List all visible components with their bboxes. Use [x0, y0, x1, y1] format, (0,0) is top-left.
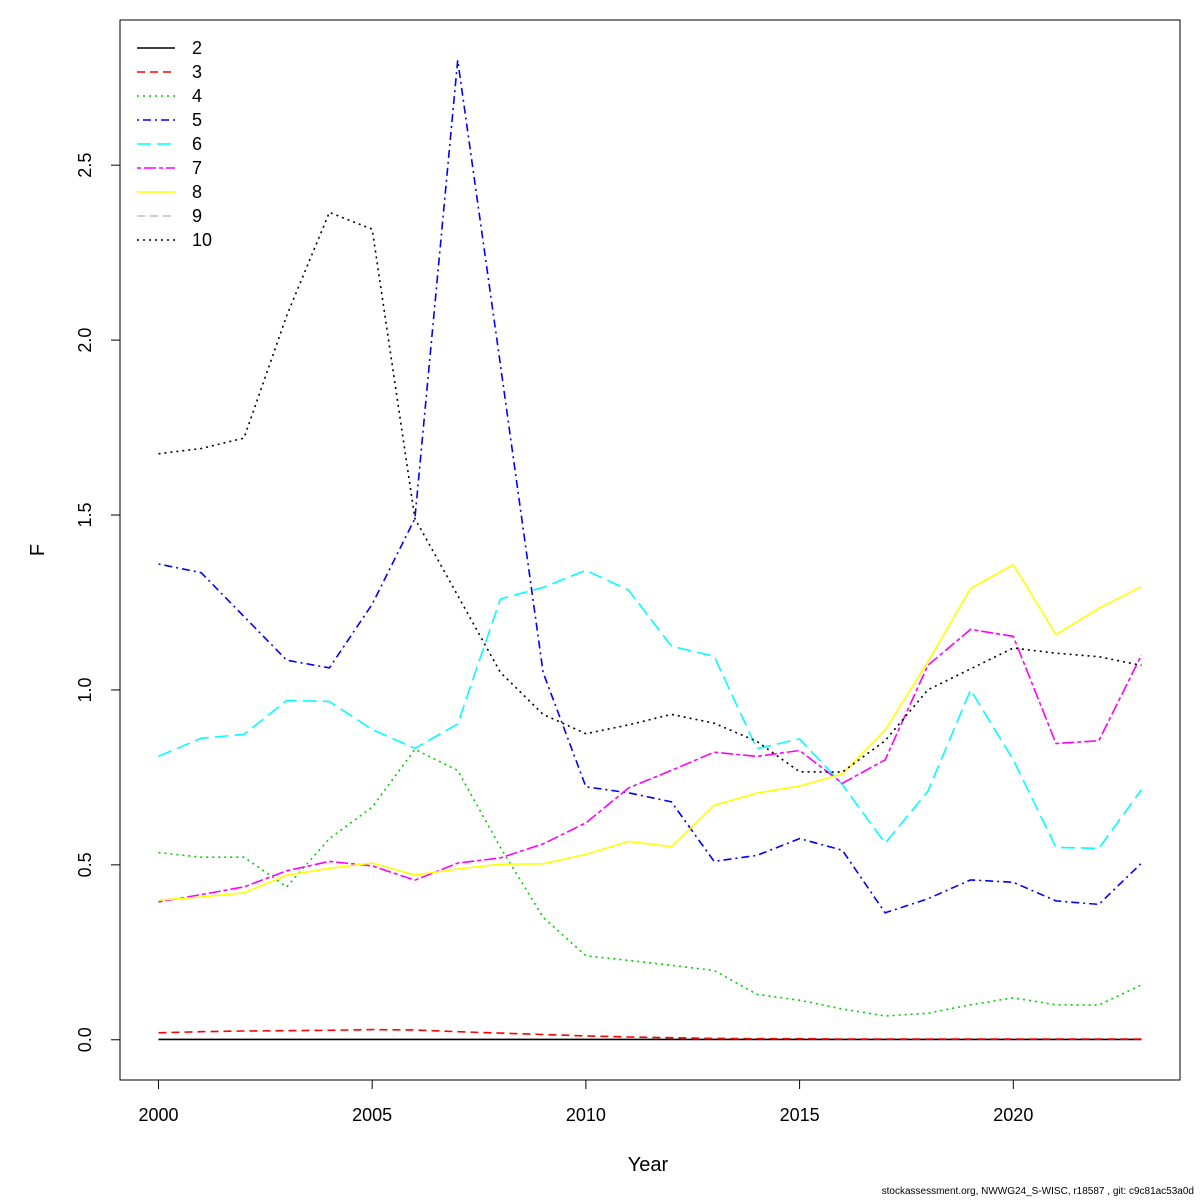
series-line-5 [158, 60, 1143, 914]
series-layer [158, 60, 1143, 1041]
x-tick-label: 2015 [780, 1105, 820, 1125]
legend-label-3: 3 [192, 62, 202, 82]
y-tick-label: 1.5 [75, 503, 95, 528]
y-tick-label: 1.0 [75, 677, 95, 702]
y-axis-title: F [27, 544, 49, 556]
series-line-8 [158, 563, 1142, 901]
legend-label-2: 2 [192, 38, 202, 58]
footer-credit: stockassessment.org, NWWG24_S-WISC, r185… [881, 1186, 1194, 1197]
plot-frame [119, 19, 1181, 1081]
x-tick-label: 2000 [138, 1105, 178, 1125]
legend-label-8: 8 [192, 182, 202, 202]
series-line-4 [158, 748, 1142, 1017]
x-tick-label: 2010 [566, 1105, 606, 1125]
y-tick-label: 2.0 [75, 328, 95, 353]
series-line-7 [158, 628, 1143, 903]
y-tick-label: 0.0 [75, 1027, 95, 1052]
y-axis: 0.0 0.5 1.0 1.5 2.0 2.5 [75, 153, 121, 1052]
x-axis-title: Year [628, 1154, 669, 1176]
legend-label-6: 6 [192, 134, 202, 154]
x-tick-label: 2005 [352, 1105, 392, 1125]
series-line-3 [158, 1028, 1142, 1040]
y-tick-label: 2.5 [75, 153, 95, 178]
y-tick-label: 0.5 [75, 852, 95, 877]
legend-label-7: 7 [192, 158, 202, 178]
legend: 2 3 4 5 6 7 8 9 10 [137, 38, 212, 250]
series-line-6 [158, 569, 1143, 850]
legend-label-5: 5 [192, 110, 202, 130]
legend-label-4: 4 [192, 86, 202, 106]
legend-label-9: 9 [192, 206, 202, 226]
series-line-10 [158, 211, 1142, 773]
legend-label-10: 10 [192, 230, 212, 250]
x-tick-label: 2020 [993, 1105, 1033, 1125]
x-axis: 2000 2005 2010 2015 2020 [138, 1079, 1033, 1125]
